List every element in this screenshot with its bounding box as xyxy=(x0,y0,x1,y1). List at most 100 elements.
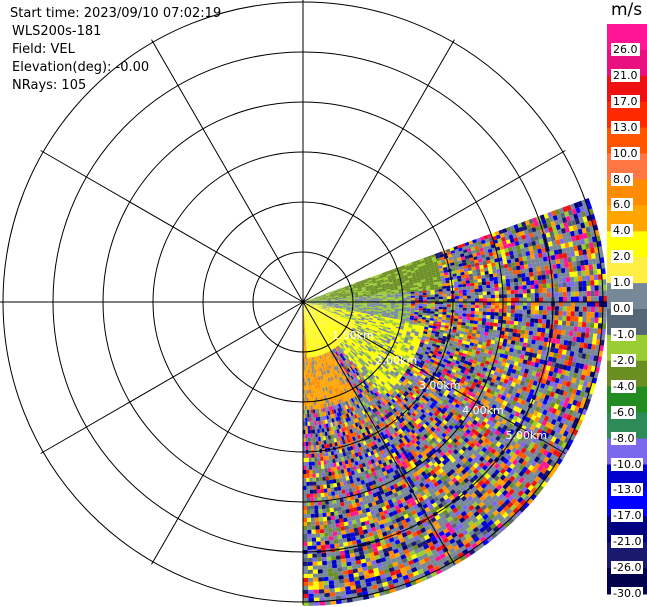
velocity-bin-1252 xyxy=(514,289,519,294)
velocity-bin-2851 xyxy=(310,304,315,307)
velocity-bin-572 xyxy=(490,259,495,264)
velocity-bin-1159 xyxy=(442,291,447,295)
velocity-bin-559 xyxy=(439,270,444,274)
velocity-bin-2594 xyxy=(475,350,481,355)
velocity-bin-1112 xyxy=(553,278,559,284)
velocity-bin-681 xyxy=(330,296,335,298)
velocity-bin-782 xyxy=(433,279,438,283)
velocity-bin-1616 xyxy=(470,307,475,312)
velocity-bin-2672 xyxy=(485,357,491,362)
velocity-bin-3324 xyxy=(392,346,397,350)
velocity-bin-2379 xyxy=(516,349,522,355)
velocity-bin-1412 xyxy=(554,296,559,302)
velocity-bin-312 xyxy=(353,286,358,289)
velocity-bin-283 xyxy=(528,232,534,238)
velocity-bin-2260 xyxy=(346,310,350,313)
velocity-bin-1260 xyxy=(546,288,551,293)
velocity-bin-742 xyxy=(570,251,576,257)
velocity-bin-242 xyxy=(371,280,377,283)
velocity-bin-115 xyxy=(458,247,463,252)
velocity-bin-3202 xyxy=(495,388,501,394)
velocity-bin-498 xyxy=(493,254,499,259)
velocity-bin-83 xyxy=(337,289,342,291)
velocity-bin-1756 xyxy=(430,311,435,314)
velocity-bin-1812 xyxy=(354,306,359,308)
velocity-bin-560 xyxy=(443,269,448,273)
velocity-bin-2306 xyxy=(525,347,531,353)
velocity-bin-2187 xyxy=(354,311,359,314)
velocity-bin-1625 xyxy=(506,309,511,314)
velocity-bin-1531 xyxy=(430,304,435,307)
velocity-bin-2247 xyxy=(589,354,595,361)
velocity-bin-1878 xyxy=(318,303,323,305)
velocity-bin-3357 xyxy=(509,404,515,410)
velocity-bin-1497 xyxy=(595,301,599,307)
velocity-bin-3063 xyxy=(538,397,545,404)
velocity-bin-2581 xyxy=(425,336,431,340)
velocity-bin-3433 xyxy=(511,409,517,416)
velocity-bin-2910 xyxy=(531,384,537,391)
velocity-bin-2222 xyxy=(491,336,496,341)
velocity-bin-1703 xyxy=(518,313,523,318)
velocity-bin-1587 xyxy=(354,303,359,305)
velocity-bin-635 xyxy=(444,272,449,276)
velocity-bin-1196 xyxy=(590,280,595,286)
velocity-bin-2498 xyxy=(395,326,400,329)
velocity-bin-2665 xyxy=(459,349,464,354)
velocity-bin-144 xyxy=(567,209,574,216)
velocity-bin-706 xyxy=(428,277,434,281)
velocity-bin-158 xyxy=(337,289,342,292)
velocity-bin-2410 xyxy=(345,312,350,315)
velocity-bin-2531 xyxy=(522,359,528,365)
velocity-bin-2059 xyxy=(441,322,446,326)
velocity-bin-1937 xyxy=(553,329,558,335)
velocity-bin-1267 xyxy=(574,286,579,292)
velocity-bin-349 xyxy=(495,246,501,251)
velocity-bin-229 xyxy=(322,295,327,297)
velocity-bin-2941 xyxy=(366,326,371,329)
velocity-bin-3377 xyxy=(313,307,318,310)
velocity-bin-3092 xyxy=(368,330,373,333)
velocity-bin-275 xyxy=(498,241,504,247)
velocity-bin-2009 xyxy=(540,332,546,338)
velocity-bin-1032 xyxy=(533,275,538,281)
velocity-bin-1753 xyxy=(418,310,423,313)
velocity-bin-3057 xyxy=(516,388,522,394)
velocity-bin-1935 xyxy=(545,328,550,334)
velocity-bin-848 xyxy=(398,287,403,290)
velocity-bin-2354 xyxy=(419,327,425,331)
velocity-bin-791 xyxy=(468,273,474,278)
velocity-bin-1923 xyxy=(497,323,502,328)
velocity-bin-1776 xyxy=(510,316,515,321)
velocity-bin-166 xyxy=(367,279,372,283)
velocity-bin-2827 xyxy=(502,370,508,376)
velocity-bin-2359 xyxy=(439,332,444,336)
velocity-bin-2022 xyxy=(592,338,597,345)
velocity-bin-3271 xyxy=(471,381,477,387)
velocity-bin-1577 xyxy=(315,302,319,303)
velocity-bin-2523 xyxy=(491,351,497,356)
velocity-bin-1681 xyxy=(430,308,435,312)
velocity-bin-2352 xyxy=(411,326,417,330)
velocity-bin-1845 xyxy=(485,318,491,323)
velocity-bin-1807 xyxy=(334,304,339,306)
velocity-bin-833 xyxy=(338,296,343,298)
velocity-bin-219 xyxy=(569,214,575,221)
velocity-bin-1517 xyxy=(375,303,379,305)
velocity-bin-2687 xyxy=(543,374,549,380)
velocity-bin-1173 xyxy=(498,287,503,291)
velocity-bin-2110 xyxy=(346,309,351,311)
velocity-bin-1109 xyxy=(542,279,547,285)
velocity-bin-2318 xyxy=(572,356,578,363)
velocity-bin-3272 xyxy=(475,383,481,389)
velocity-bin-3406 xyxy=(415,360,421,365)
velocity-bin-3434 xyxy=(514,411,521,418)
velocity-bin-3373 xyxy=(566,432,573,439)
velocity-bin-731 xyxy=(527,259,532,265)
velocity-bin-3419 xyxy=(461,384,467,389)
velocity-bin-1654 xyxy=(322,303,327,304)
velocity-bin-1799 xyxy=(601,323,607,330)
velocity-bin-2865 xyxy=(362,323,367,327)
velocity-bin-412 xyxy=(450,262,455,266)
velocity-bin-3169 xyxy=(375,334,380,338)
